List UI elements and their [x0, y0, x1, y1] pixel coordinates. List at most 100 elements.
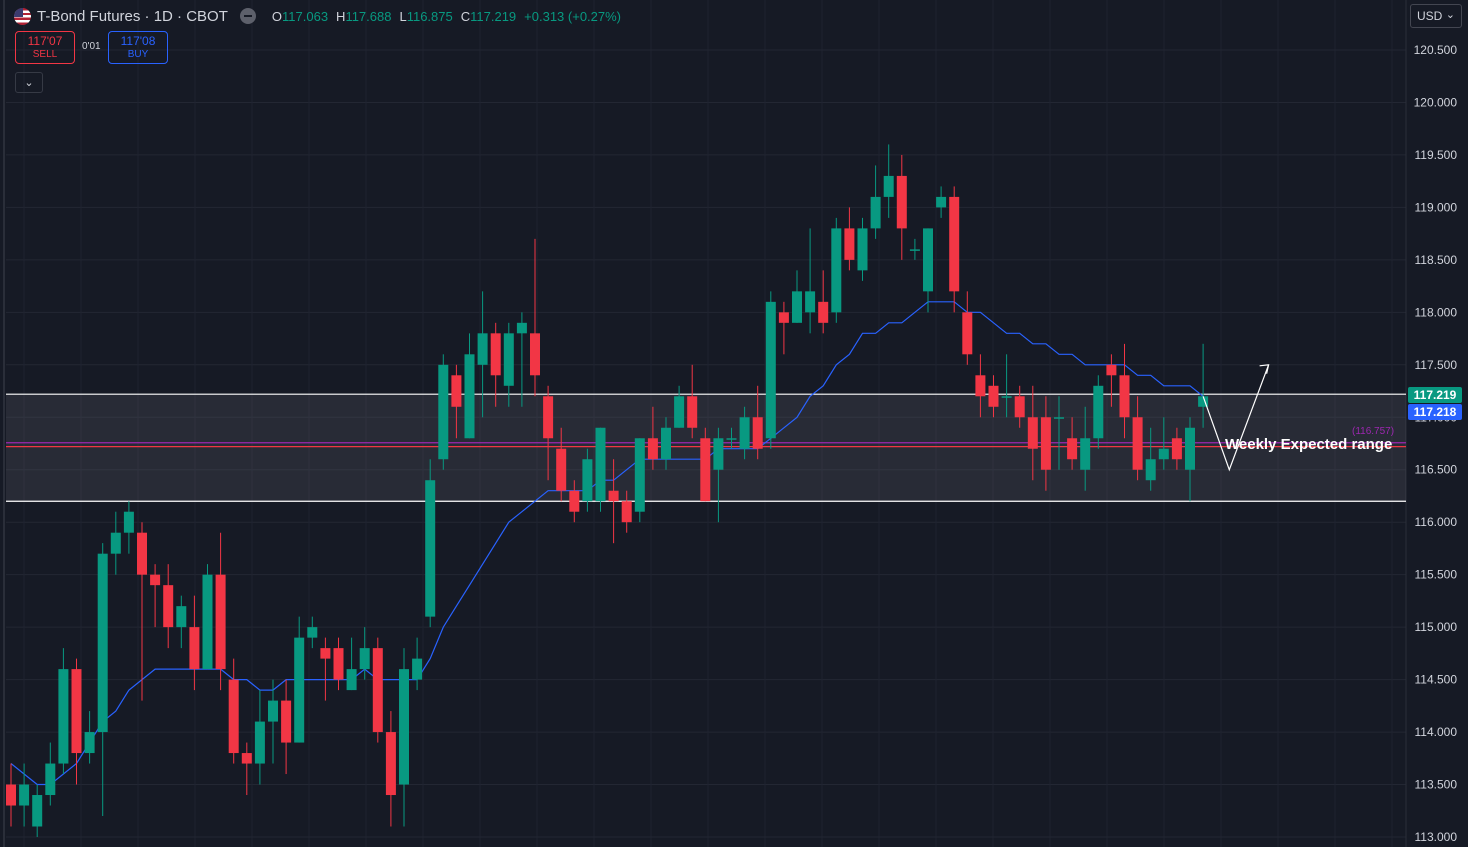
candle-body: [752, 417, 763, 449]
candle-body: [792, 291, 802, 323]
expected-range-level-label: (116.757): [1352, 426, 1395, 437]
candle-body: [949, 196, 960, 292]
y-tick-label: 114.000: [1415, 725, 1458, 739]
candle-body: [438, 364, 449, 460]
candle-body: [765, 301, 776, 439]
candle-body: [647, 438, 658, 460]
y-tick-label: 113.000: [1415, 830, 1458, 844]
y-tick-label: 116.500: [1415, 463, 1458, 477]
symbol-title[interactable]: T-Bond Futures · 1D · CBOT: [37, 7, 228, 25]
candle-body: [516, 322, 527, 334]
low-value: 116.875: [406, 8, 453, 24]
close-value: 117.219: [470, 8, 517, 24]
candle-body: [150, 574, 161, 586]
collapse-legend-button[interactable]: ⌄: [15, 72, 43, 93]
candle-body: [6, 784, 16, 806]
candle-body: [359, 648, 370, 670]
candle-body: [700, 438, 711, 502]
candle-body: [739, 417, 750, 449]
candle-body: [1119, 375, 1130, 418]
candle-body: [805, 291, 816, 313]
buy-price: 117'08: [120, 33, 156, 48]
candle-body: [1014, 396, 1025, 418]
market-status-icon[interactable]: [239, 8, 256, 24]
candle-body: [1198, 396, 1209, 407]
candle-body: [1171, 438, 1182, 460]
candle-body: [123, 511, 134, 533]
candle-body: [818, 301, 829, 323]
chevron-down-icon: ⌄: [24, 77, 34, 89]
candle-body: [1027, 417, 1038, 449]
y-tick-label: 120.000: [1414, 95, 1458, 109]
candle-body: [1001, 396, 1012, 398]
candle-body: [1132, 417, 1143, 470]
y-tick-label: 114.500: [1415, 673, 1458, 687]
candle-body: [543, 396, 554, 439]
candle-body: [189, 627, 200, 670]
candle-body: [1067, 438, 1078, 460]
candle-body: [634, 438, 645, 512]
y-tick-label: 118.500: [1415, 253, 1458, 267]
candle-body: [333, 648, 344, 680]
candle-body: [857, 228, 868, 271]
currency-select[interactable]: USD ⌄: [1410, 4, 1462, 28]
candle-body: [1106, 364, 1117, 376]
sell-label: SELL: [32, 48, 58, 60]
ask-price-tag: 117.218: [1408, 404, 1462, 420]
candle-body: [202, 574, 213, 670]
candle-body: [58, 669, 69, 764]
candle-body: [490, 333, 501, 376]
y-tick-label: 115.000: [1415, 620, 1458, 634]
candle-body: [1054, 417, 1064, 419]
candle-body: [883, 175, 894, 197]
sell-button[interactable]: 117'07 SELL: [15, 31, 75, 64]
candle-body: [923, 228, 933, 292]
buy-label: BUY: [127, 48, 149, 60]
candle-body: [425, 480, 436, 617]
candle-body: [687, 396, 698, 428]
candle-body: [176, 606, 187, 628]
candle-body: [1145, 459, 1156, 481]
candle-body: [870, 196, 881, 229]
candle-body: [530, 333, 540, 376]
y-tick-label: 119.500: [1415, 148, 1458, 162]
candle-body: [163, 585, 174, 628]
candle-body: [1093, 385, 1104, 439]
candle-body: [71, 669, 82, 754]
candle-body: [569, 490, 580, 512]
spread-value: 0'01: [82, 41, 101, 52]
y-tick-label: 116.000: [1415, 515, 1458, 529]
candle-body: [674, 396, 685, 428]
y-tick-label: 117.500: [1415, 358, 1458, 372]
buy-button[interactable]: 117'08 BUY: [108, 31, 168, 64]
candle-body: [962, 312, 973, 355]
candle-body: [399, 669, 409, 785]
chart-legend: T-Bond Futures · 1D · CBOT O117.063 H117…: [14, 6, 621, 26]
candle-body: [32, 795, 43, 827]
candle-body: [726, 438, 737, 440]
candle-body: [582, 459, 593, 502]
candle-body: [556, 448, 567, 491]
candle-body: [372, 648, 383, 733]
weekly-expected-range-label[interactable]: Weekly Expected range: [1225, 436, 1393, 453]
candle-body: [477, 333, 488, 365]
candle-body: [137, 532, 147, 575]
candle-body: [909, 249, 920, 251]
low-label: L: [399, 8, 407, 24]
candle-body: [228, 679, 239, 754]
candle-body: [831, 228, 842, 313]
last-price-tag: 117.219: [1408, 387, 1462, 403]
sell-price: 117'07: [27, 33, 63, 48]
candle-body: [595, 427, 606, 502]
us-flag-icon: [14, 7, 31, 25]
candle-body: [464, 354, 475, 439]
candle-body: [936, 196, 947, 208]
projection-path: [1202, 364, 1270, 472]
ohlc-values: O117.063 H117.688 L116.875 C117.219 +0.3…: [272, 9, 621, 24]
candle-body: [1158, 448, 1169, 460]
candle-body: [215, 574, 226, 670]
candle-body: [84, 732, 95, 754]
projection-arrow-head: [1259, 364, 1270, 374]
